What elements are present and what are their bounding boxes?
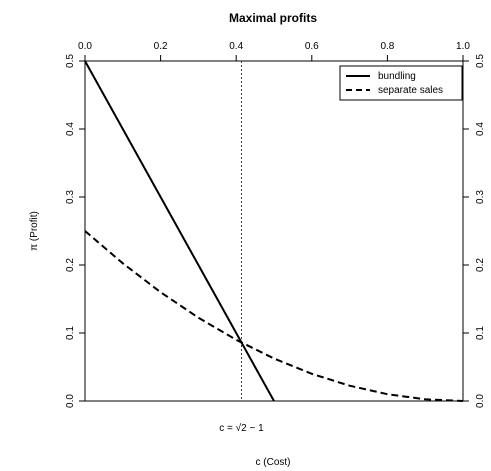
y-tick-label-left: 0.0 <box>65 394 76 408</box>
y-tick-label-right: 0.5 <box>475 54 486 68</box>
left-axis: 0.0 0.1 0.2 0.3 0.4 0.5 <box>65 54 85 408</box>
plot-area <box>84 60 464 402</box>
y-tick-label-left: 0.2 <box>65 258 76 272</box>
series-layer <box>84 60 464 402</box>
x-axis-title: c (Cost) <box>256 457 291 468</box>
x-tick-label: 0.8 <box>380 41 394 52</box>
x-tick-label: 0.6 <box>305 41 319 52</box>
y-tick-label-right: 0.1 <box>475 326 486 340</box>
legend-label-bundling: bundling <box>378 71 416 82</box>
top-axis: 0.0 0.2 0.4 0.6 0.8 1.0 <box>78 41 470 61</box>
legend-box <box>339 65 463 101</box>
right-axis: 0.0 0.1 0.2 0.3 0.4 0.5 <box>463 54 486 408</box>
y-tick-label-left: 0.4 <box>65 122 76 136</box>
y-tick-label-right: 0.4 <box>475 122 486 136</box>
chart-title: Maximal profits <box>229 11 317 25</box>
y-tick-label-right: 0.0 <box>475 394 486 408</box>
y-tick-label-left: 0.3 <box>65 190 76 204</box>
y-tick-label-right: 0.3 <box>475 190 486 204</box>
series-line-separate-sales <box>84 230 464 402</box>
y-tick-label-left: 0.1 <box>65 326 76 340</box>
y-tick-label-right: 0.2 <box>475 258 486 272</box>
series-line-bundling <box>84 60 275 402</box>
annotation-label: c = √2 − 1 <box>219 422 264 434</box>
x-tick-label: 1.0 <box>456 41 470 52</box>
y-tick-label-left: 0.5 <box>65 54 76 68</box>
x-tick-label: 0.4 <box>229 41 243 52</box>
legend-label-separate-sales: separate sales <box>378 85 443 96</box>
x-tick-label: 0.0 <box>78 41 92 52</box>
x-tick-label: 0.2 <box>154 41 168 52</box>
plot-border <box>84 60 464 402</box>
annotation-layer: c = √2 − 1 <box>219 61 264 434</box>
legend: bundling separate sales <box>339 65 463 101</box>
y-axis-title: π (Profit) <box>29 211 40 251</box>
